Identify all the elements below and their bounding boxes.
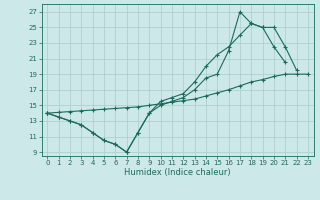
X-axis label: Humidex (Indice chaleur): Humidex (Indice chaleur) [124,168,231,177]
